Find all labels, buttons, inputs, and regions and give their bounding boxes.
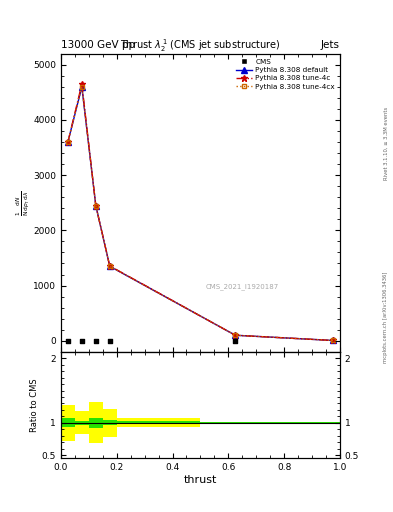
Text: Jets: Jets <box>321 40 340 50</box>
Pythia 8.308 tune-4cx <box>94 202 98 208</box>
Y-axis label: $\frac{1}{\mathrm{N}}\frac{\mathrm{d}N}{\mathrm{d}p_\mathrm{T}\,\mathrm{d}\lambd: $\frac{1}{\mathrm{N}}\frac{\mathrm{d}N}{… <box>15 190 32 216</box>
Pythia 8.308 default <box>233 332 238 338</box>
Pythia 8.308 tune-4cx <box>66 139 70 145</box>
Pythia 8.308 tune-4cx <box>331 337 335 344</box>
Title: Thrust $\lambda_2^{\,1}$ (CMS jet substructure): Thrust $\lambda_2^{\,1}$ (CMS jet substr… <box>120 37 281 54</box>
Pythia 8.308 tune-4c <box>94 202 98 208</box>
Pythia 8.308 tune-4c <box>66 139 70 145</box>
Point <box>65 336 71 345</box>
Pythia 8.308 tune-4cx <box>107 263 112 269</box>
Text: 13000 GeV pp: 13000 GeV pp <box>61 40 135 50</box>
Line: Pythia 8.308 tune-4c: Pythia 8.308 tune-4c <box>64 81 336 344</box>
X-axis label: thrust: thrust <box>184 475 217 485</box>
Text: Rivet 3.1.10, ≥ 3.3M events: Rivet 3.1.10, ≥ 3.3M events <box>384 106 388 180</box>
Point <box>107 336 113 345</box>
Pythia 8.308 default <box>94 202 98 208</box>
Pythia 8.308 tune-4cx <box>233 332 238 338</box>
Text: mcplots.cern.ch [arXiv:1306.3436]: mcplots.cern.ch [arXiv:1306.3436] <box>384 272 388 363</box>
Pythia 8.308 tune-4c <box>233 332 238 338</box>
Pythia 8.308 default <box>79 84 84 90</box>
Point <box>93 336 99 345</box>
Pythia 8.308 default <box>331 337 335 344</box>
Pythia 8.308 tune-4cx <box>79 84 84 90</box>
Line: Pythia 8.308 tune-4cx: Pythia 8.308 tune-4cx <box>66 84 335 343</box>
Point <box>79 336 85 345</box>
Line: Pythia 8.308 default: Pythia 8.308 default <box>65 84 336 343</box>
Text: CMS_2021_I1920187: CMS_2021_I1920187 <box>206 283 279 290</box>
Pythia 8.308 default <box>107 263 112 269</box>
Y-axis label: Ratio to CMS: Ratio to CMS <box>30 378 39 432</box>
Legend: CMS, Pythia 8.308 default, Pythia 8.308 tune-4c, Pythia 8.308 tune-4cx: CMS, Pythia 8.308 default, Pythia 8.308 … <box>233 56 338 93</box>
Pythia 8.308 default <box>66 139 70 145</box>
Point <box>232 336 239 345</box>
Pythia 8.308 tune-4c <box>79 81 84 87</box>
Pythia 8.308 tune-4c <box>107 263 112 269</box>
Pythia 8.308 tune-4c <box>331 337 335 344</box>
